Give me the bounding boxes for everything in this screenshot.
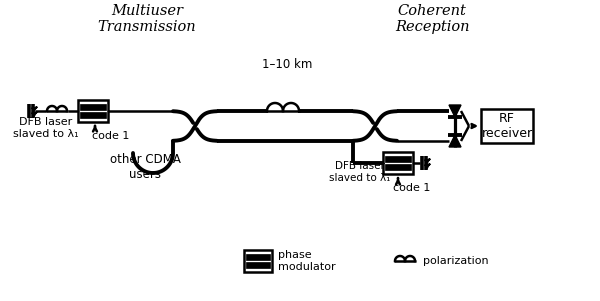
- Bar: [80, 104, 106, 110]
- Text: code 1: code 1: [394, 183, 431, 193]
- Text: 1–10 km: 1–10 km: [262, 57, 312, 70]
- Bar: [246, 254, 270, 260]
- Text: code 1: code 1: [92, 131, 130, 141]
- Bar: [80, 112, 106, 118]
- Text: Coherent
Reception: Coherent Reception: [395, 4, 469, 34]
- Bar: [244, 250, 272, 272]
- Polygon shape: [449, 135, 461, 147]
- Text: phase
modulator: phase modulator: [278, 250, 335, 272]
- Text: other CDMA
users: other CDMA users: [110, 153, 181, 181]
- Bar: [385, 164, 411, 170]
- Bar: [481, 109, 533, 143]
- Text: Multiuser
Transmission: Multiuser Transmission: [98, 4, 196, 34]
- Text: DFB laser
slaved to λ₁: DFB laser slaved to λ₁: [13, 117, 79, 138]
- Bar: [246, 262, 270, 268]
- Bar: [385, 156, 411, 162]
- Text: RF
receiver: RF receiver: [481, 112, 533, 140]
- Text: DFB laser
slaved to λ₁: DFB laser slaved to λ₁: [329, 161, 391, 183]
- Polygon shape: [449, 105, 461, 117]
- Bar: [383, 152, 413, 174]
- Text: polarization: polarization: [423, 256, 488, 266]
- Bar: [78, 100, 108, 122]
